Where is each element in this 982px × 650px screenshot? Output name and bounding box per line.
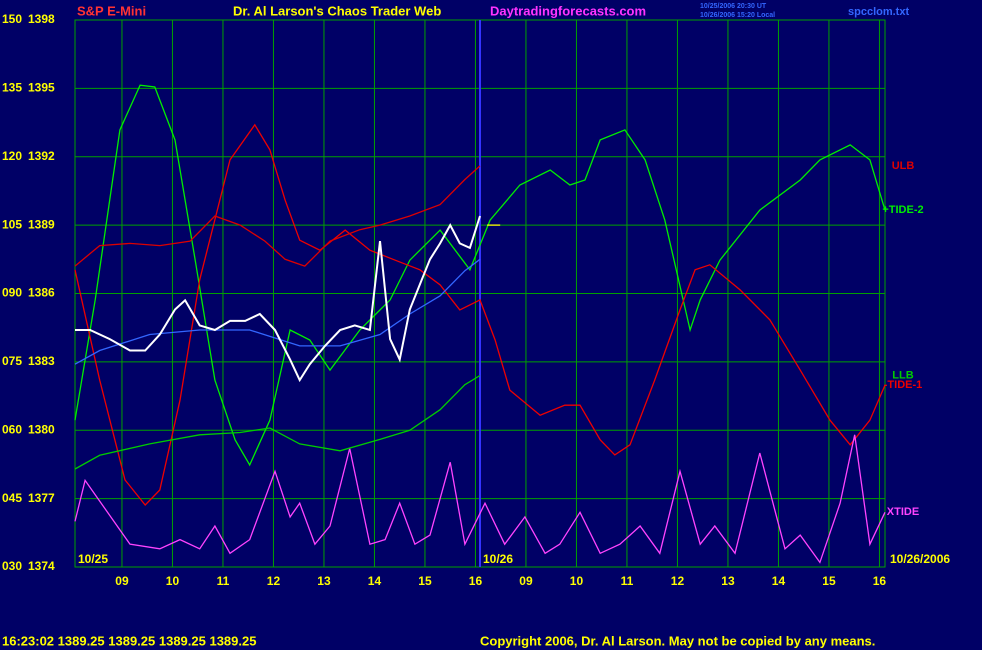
y-tick-label: 075 [2, 354, 22, 368]
x-tick-label: 13 [721, 574, 735, 588]
y-tick-label: 150 [2, 12, 22, 26]
y-tick-label: 120 [2, 149, 22, 163]
date-label: 10/26/2006 [890, 552, 950, 566]
y2-tick-label: 1398 [28, 12, 55, 26]
date-label: 10/26 [483, 552, 513, 566]
y2-tick-label: 1389 [28, 217, 55, 231]
site: Daytradingforecasts.com [490, 3, 646, 18]
y-tick-label: 030 [2, 559, 22, 573]
x-tick-label: 14 [772, 574, 786, 588]
series-label: XTIDE [887, 506, 919, 518]
y2-tick-label: 1380 [28, 422, 55, 436]
y2-tick-label: 1383 [28, 354, 55, 368]
series-line [74, 84, 886, 467]
series-line [75, 215, 481, 383]
x-tick-label: 09 [519, 574, 533, 588]
y2-tick-label: 1374 [28, 559, 55, 573]
date-label: 10/25 [78, 552, 108, 566]
x-tick-label: 12 [267, 574, 281, 588]
y-tick-label: 090 [2, 286, 22, 300]
note: 10/26/2006 15:20 Local [700, 12, 775, 19]
x-tick-label: 16 [873, 574, 887, 588]
x-tick-label: 09 [115, 574, 129, 588]
x-tick-label: 13 [317, 574, 331, 588]
x-tick-label: 11 [217, 574, 230, 588]
chart-title: Dr. Al Larson's Chaos Trader Web [233, 3, 441, 18]
copyright: Copyright 2006, Dr. Al Larson. May not b… [480, 633, 875, 648]
y2-tick-label: 1386 [28, 286, 55, 300]
symbol: S&P E-Mini [77, 3, 146, 18]
x-tick-label: 14 [368, 574, 382, 588]
series-label: +TIDE-2 [882, 204, 923, 216]
series-line [74, 123, 886, 506]
y-tick-label: 135 [2, 81, 22, 95]
x-tick-label: 16 [469, 574, 483, 588]
note: 10/25/2006 20:30 UT [700, 3, 767, 10]
x-tick-label: 15 [418, 574, 432, 588]
y-tick-label: 045 [2, 491, 22, 505]
x-tick-label: 15 [822, 574, 836, 588]
y2-tick-label: 1377 [28, 491, 55, 505]
series-label: LLB [892, 369, 913, 381]
y-tick-label: 060 [2, 422, 22, 436]
series-line [74, 165, 481, 267]
x-tick-label: 10 [166, 574, 180, 588]
y-tick-label: 105 [2, 217, 22, 231]
series-label: -TIDE-1 [884, 379, 923, 391]
x-tick-label: 12 [671, 574, 685, 588]
quote: 16:23:02 1389.25 1389.25 1389.25 1389.25 [2, 633, 256, 648]
series-label: ULB [892, 160, 915, 172]
series-line [74, 374, 481, 470]
y2-tick-label: 1395 [28, 81, 55, 95]
x-tick-label: 11 [621, 574, 634, 588]
file-name: spcclom.txt [848, 6, 909, 18]
y2-tick-label: 1392 [28, 149, 55, 163]
x-tick-label: 10 [570, 574, 584, 588]
series-line [74, 258, 481, 365]
series-line [74, 434, 886, 564]
